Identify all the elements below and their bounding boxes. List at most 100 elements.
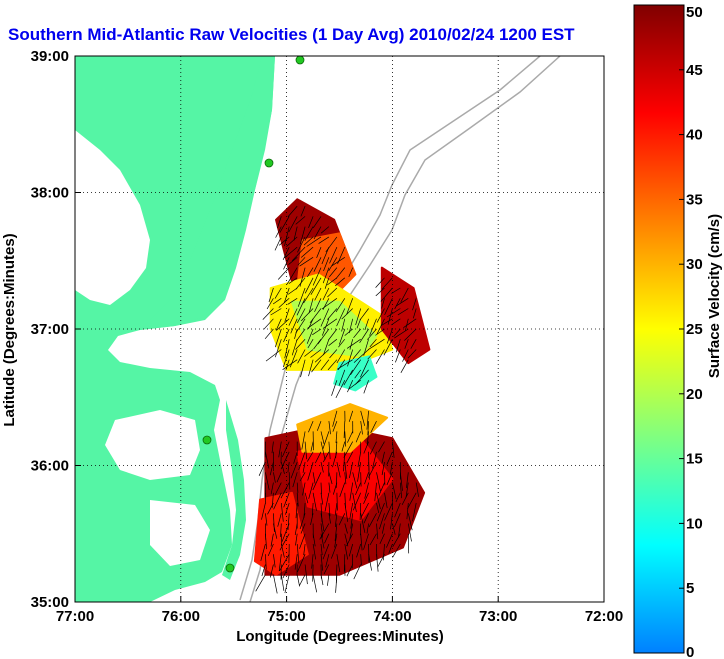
velocity-arrow [274, 236, 282, 251]
velocity-arrow [391, 287, 401, 294]
velocity-arrow [320, 502, 323, 523]
velocity-arrow [313, 338, 322, 350]
colorbar-tick-label: 45 [686, 62, 703, 79]
velocity-arrow [296, 328, 306, 342]
velocity-arrow [363, 513, 369, 524]
velocity-arrow [320, 359, 330, 371]
velocity-arrow [312, 328, 322, 336]
velocity-arrow [344, 492, 346, 509]
velocity-arrow [277, 216, 282, 229]
velocity-arrow [280, 502, 284, 522]
velocity-arrow [324, 492, 330, 512]
velocity-arrow [321, 246, 330, 265]
velocity-arrow [269, 462, 274, 476]
velocity-arrow [314, 349, 330, 363]
velocity-arrow [320, 482, 322, 495]
velocity-arrow [334, 513, 338, 528]
velocity-arrow [303, 502, 306, 518]
velocity-arrow [400, 359, 409, 373]
velocity-arrow [352, 472, 358, 489]
velocity-arrow [317, 328, 330, 345]
velocity-arrow [264, 328, 274, 340]
velocity-arrow [260, 543, 266, 561]
velocity-arrow [386, 328, 393, 344]
velocity-arrow [306, 236, 322, 247]
velocity-arrow [336, 492, 338, 511]
velocity-arrow [261, 564, 266, 577]
velocity-arrow [299, 257, 314, 267]
velocity-arrow [346, 298, 354, 315]
velocity-arrow [375, 277, 385, 288]
velocity-arrow [324, 533, 330, 544]
velocity-arrow [293, 226, 298, 241]
velocity-arrow [324, 277, 330, 289]
y-tick-label: 35:00 [31, 594, 69, 611]
velocity-arrow [401, 492, 409, 506]
velocity-arrow [271, 441, 274, 454]
velocity-arrow [285, 502, 290, 515]
colorbar-tick-label: 5 [686, 580, 694, 597]
velocity-arrow [334, 523, 338, 541]
velocity-arrow [343, 554, 346, 572]
velocity-arrow [301, 431, 306, 450]
velocity-arrow [311, 502, 314, 516]
velocity-arrow [392, 543, 401, 558]
velocity-arrow [410, 339, 417, 349]
velocity-arrow [293, 451, 298, 464]
velocity-arrow [302, 462, 306, 473]
velocity-arrow [349, 339, 354, 350]
velocity-arrow [280, 462, 285, 474]
y-tick-label: 39:00 [31, 48, 69, 65]
velocity-arrow [334, 533, 338, 548]
velocity-arrow [347, 431, 354, 443]
velocity-arrow [280, 533, 283, 547]
velocity-arrow [325, 554, 330, 568]
velocity-arrow [395, 492, 401, 503]
velocity-arrow [303, 236, 314, 246]
velocity-arrow [398, 523, 401, 538]
velocity-arrow [361, 502, 369, 517]
velocity-arrow [386, 308, 401, 318]
velocity-arrow [376, 308, 385, 323]
velocity-arrow [357, 451, 362, 468]
velocity-arrow [314, 287, 322, 301]
velocity-arrow [314, 451, 322, 464]
velocity-arrow [335, 277, 346, 287]
velocity-arrow [323, 257, 330, 272]
velocity-arrow [348, 379, 361, 390]
velocity-arrow [294, 328, 298, 339]
velocity-arrow [265, 451, 270, 469]
velocity-arrow [299, 472, 306, 482]
velocity-arrow [405, 482, 409, 498]
velocity-arrow [271, 492, 274, 508]
velocity-arrow [350, 513, 354, 529]
velocity-arrow [402, 349, 409, 362]
velocity-arrow [323, 339, 330, 356]
velocity-arrow [352, 349, 361, 360]
velocity-arrow [323, 564, 330, 575]
velocity-arrow [307, 318, 322, 329]
velocity-arrow [316, 420, 322, 431]
chart-title: Southern Mid-Atlantic Raw Velocities (1 … [8, 25, 575, 44]
velocity-arrow [337, 359, 353, 370]
velocity-arrow [287, 462, 290, 473]
grid-lines [75, 56, 604, 602]
velocity-arrow [344, 431, 347, 447]
colorbar-tick-label: 0 [686, 644, 694, 659]
velocity-arrow [370, 420, 377, 433]
velocity-arrow [304, 349, 314, 357]
velocity-arrow [282, 564, 290, 579]
velocity-arrow [288, 277, 298, 284]
velocity-arrow [288, 308, 298, 326]
colorbar-tick-label: 25 [686, 321, 703, 338]
velocity-arrow [280, 574, 285, 591]
velocity-arrow [381, 451, 385, 464]
velocity-arrow [360, 533, 363, 551]
velocity-arrow [346, 533, 354, 547]
velocity-arrow [353, 349, 369, 363]
velocity-arrow [360, 410, 366, 426]
velocity-arrow [412, 502, 417, 522]
velocity-arrow [300, 523, 306, 534]
velocity-arrow [395, 298, 409, 307]
velocity-arrow [296, 492, 299, 507]
